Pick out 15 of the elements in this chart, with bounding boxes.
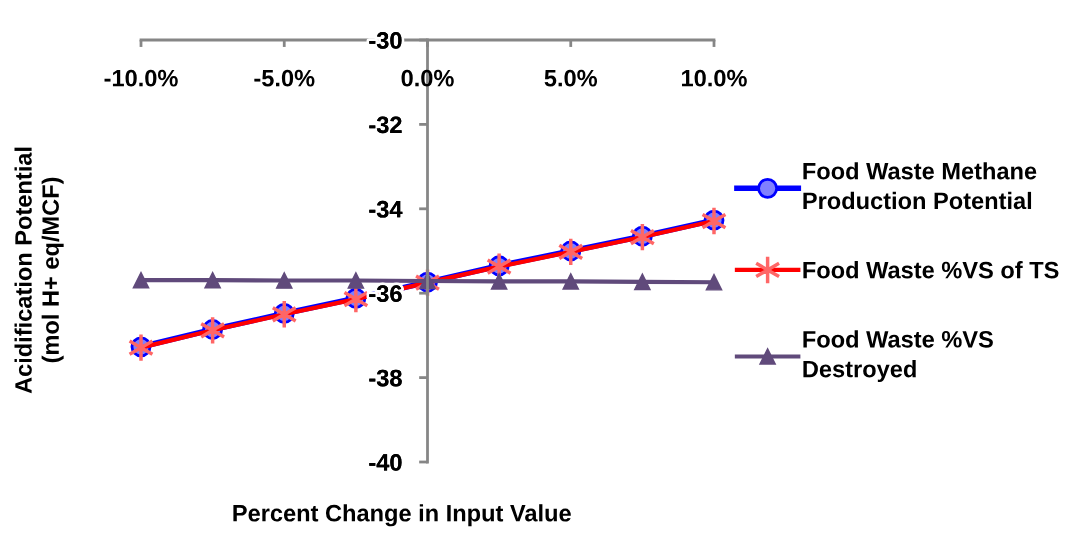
x-tick-label: -10.0%	[104, 69, 178, 87]
y-tick-label: -30	[369, 32, 402, 49]
y-tick-label: -38	[369, 369, 402, 387]
y-axis-title: Acidification Potential (mol H+ eq/MCF)	[14, 147, 64, 394]
legend-label: Food Waste %VS of TS	[803, 261, 1059, 279]
x-tick-label: 10.0%	[682, 69, 747, 87]
y-tick-label: -34	[369, 200, 403, 218]
legend-label: Food Waste Methane Production Potential	[803, 162, 1037, 210]
x-tick-label: 5.0%	[544, 69, 598, 87]
y-tick-label: -32	[369, 116, 402, 134]
x-tick-label: 0.0%	[401, 69, 454, 87]
legend-label: Food Waste %VS Destroyed	[803, 330, 993, 383]
x-tick-label: -5.0%	[254, 69, 315, 87]
x-axis-title: Percent Change in Input Value	[233, 504, 571, 527]
y-tick-label: -40	[369, 454, 402, 471]
